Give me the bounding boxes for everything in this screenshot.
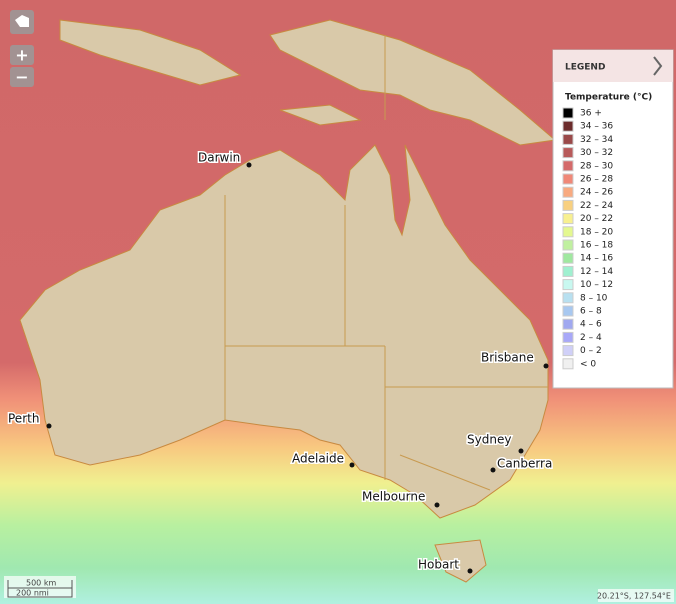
- legend-swatch: [562, 213, 574, 225]
- legend-label: 6 – 8: [580, 307, 602, 317]
- zoom-in-label: +: [15, 46, 28, 65]
- legend-label: 30 – 32: [580, 148, 613, 158]
- legend-swatch: [562, 265, 574, 277]
- legend-swatch: [562, 358, 574, 370]
- legend-swatch: [562, 186, 574, 198]
- city-label: Melbourne: [362, 490, 425, 504]
- legend-label: 22 – 24: [580, 201, 613, 211]
- legend-swatch: [562, 305, 574, 317]
- zoom-out-button[interactable]: [10, 67, 34, 87]
- city-label: Perth: [8, 412, 39, 426]
- legend-swatch: [562, 160, 574, 172]
- city-label: Sydney: [467, 433, 511, 447]
- legend-label: 4 – 6: [580, 320, 602, 330]
- legend-label: 0 – 2: [580, 346, 602, 356]
- legend-label: 32 – 34: [580, 135, 613, 145]
- legend-subtitle: Temperature (°C): [565, 93, 652, 103]
- home-icon: [15, 15, 29, 27]
- zoom-in-button[interactable]: [10, 45, 34, 65]
- legend-swatch: [562, 239, 574, 251]
- legend-swatch: [562, 107, 574, 119]
- legend-swatch: [562, 147, 574, 159]
- legend-label: 14 – 16: [580, 254, 613, 264]
- coordinates: 20.21°S, 127.54°E: [597, 592, 671, 601]
- city-dots: [46, 162, 549, 574]
- legend-swatch: [562, 120, 574, 132]
- legend-label: 12 – 14: [580, 267, 613, 277]
- state-borders: [224, 35, 548, 491]
- scale-bar: [7, 580, 73, 598]
- legend-label: 36 +: [580, 109, 602, 119]
- legend-title: LEGEND: [565, 63, 605, 73]
- scale-bar-bg: [4, 576, 76, 598]
- legend-swatch: [562, 292, 574, 304]
- zoom-out-label: −: [15, 68, 28, 87]
- legend-label: 8 – 10: [580, 293, 608, 303]
- legend-swatch: [562, 279, 574, 291]
- city-label: Darwin: [198, 151, 240, 165]
- scale-km: 500 km: [26, 579, 56, 588]
- city-label: Adelaide: [292, 452, 344, 466]
- scale-nmi: 200 nmi: [16, 589, 49, 598]
- legend-label: 16 – 18: [580, 241, 613, 251]
- legend: LEGEND Temperature (°C) 36 + 34 – 36 32 – …: [552, 49, 674, 389]
- legend-label: 24 – 26: [580, 188, 613, 198]
- legend-label: 2 – 4: [580, 333, 602, 343]
- legend-swatch: [562, 133, 574, 145]
- legend-label: 10 – 12: [580, 280, 613, 290]
- city-label: Hobart: [418, 558, 459, 572]
- city-label: Brisbane: [481, 351, 534, 365]
- legend-header[interactable]: [553, 50, 673, 82]
- legend-label: 28 – 30: [580, 161, 613, 171]
- legend-swatch: [562, 173, 574, 185]
- legend-label: 26 – 28: [580, 175, 613, 185]
- city-label: Canberra: [497, 457, 552, 471]
- legend-label: 20 – 22: [580, 214, 613, 224]
- land: [19, 19, 557, 583]
- legend-swatch: [562, 199, 574, 211]
- legend-label: 18 – 20: [580, 227, 613, 237]
- legend-swatch: [562, 252, 574, 264]
- legend-swatch: [562, 318, 574, 330]
- legend-chevron[interactable]: [653, 56, 663, 76]
- legend-swatch: [562, 345, 574, 357]
- legend-swatch: [562, 331, 574, 343]
- coords-bg: [598, 589, 674, 602]
- legend-swatch: [562, 226, 574, 238]
- legend-label: 34 – 36: [580, 122, 613, 132]
- legend-label: < 0: [580, 359, 596, 369]
